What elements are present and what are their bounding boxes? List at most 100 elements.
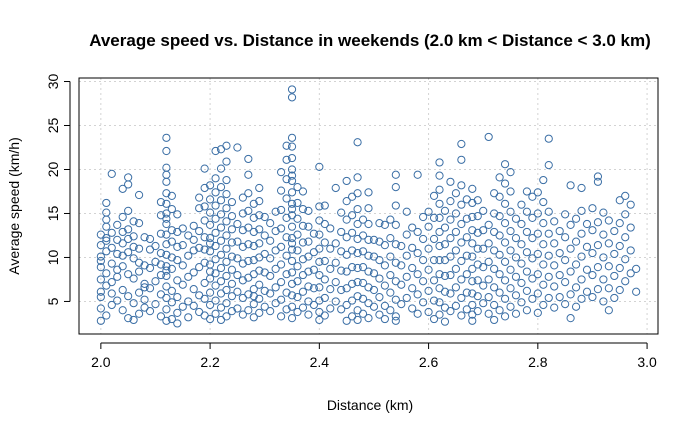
data-point	[129, 274, 138, 283]
data-point	[227, 252, 237, 261]
data-point	[162, 271, 171, 281]
data-point	[124, 314, 133, 323]
data-point	[571, 260, 581, 269]
data-point	[424, 265, 433, 274]
data-point	[353, 263, 362, 273]
data-point	[490, 264, 499, 273]
data-point	[244, 223, 253, 232]
data-point	[621, 277, 630, 286]
x-tick-label: 2.2	[200, 354, 220, 370]
data-point	[211, 146, 220, 156]
data-point	[118, 227, 127, 237]
data-point	[216, 196, 226, 205]
data-point	[429, 276, 439, 285]
data-point	[397, 299, 406, 309]
data-point	[145, 307, 155, 316]
data-point	[522, 286, 532, 295]
data-point	[320, 256, 329, 266]
data-point	[419, 256, 428, 265]
data-point	[331, 239, 340, 248]
data-point	[544, 251, 553, 260]
data-point	[402, 272, 411, 281]
data-point	[342, 300, 351, 310]
data-point	[287, 314, 297, 323]
data-point	[391, 170, 400, 179]
data-point	[506, 187, 515, 196]
data-point	[277, 260, 286, 269]
data-point	[577, 229, 586, 238]
data-point	[599, 253, 608, 262]
data-point	[200, 278, 209, 288]
data-point	[429, 296, 439, 305]
data-point	[107, 243, 116, 252]
data-point	[571, 214, 581, 223]
data-point	[462, 270, 471, 279]
data-point	[577, 294, 586, 303]
data-point	[391, 240, 400, 249]
data-point	[369, 235, 379, 244]
data-point	[282, 155, 291, 164]
data-point	[173, 276, 182, 285]
data-point	[200, 294, 209, 303]
data-point	[522, 306, 532, 315]
data-point	[326, 285, 335, 294]
data-point	[500, 179, 510, 188]
data-point	[118, 285, 127, 295]
data-point	[96, 316, 105, 325]
data-point	[260, 212, 269, 222]
data-point	[397, 241, 406, 251]
data-point	[358, 278, 368, 288]
data-point	[277, 278, 286, 287]
data-point	[211, 228, 220, 237]
grid-layer	[79, 78, 658, 334]
data-point	[582, 265, 592, 274]
data-point	[287, 199, 297, 208]
data-point	[140, 295, 149, 304]
data-point	[277, 205, 286, 215]
data-point	[162, 133, 171, 142]
data-point	[473, 260, 482, 269]
data-point	[468, 226, 477, 235]
data-point	[369, 269, 379, 278]
data-point	[227, 212, 237, 221]
data-point	[375, 292, 384, 302]
data-point	[440, 317, 450, 326]
data-point	[511, 214, 521, 223]
data-point	[599, 297, 608, 306]
data-point	[539, 280, 548, 289]
data-point	[227, 225, 237, 234]
data-point	[102, 234, 111, 243]
data-point	[162, 316, 171, 325]
data-point	[495, 192, 504, 201]
data-point	[408, 243, 417, 252]
data-point	[539, 219, 548, 228]
data-point	[260, 231, 269, 240]
data-point	[124, 180, 133, 189]
data-point	[582, 287, 592, 296]
data-point	[178, 302, 187, 311]
data-point	[118, 306, 127, 315]
data-point	[380, 261, 389, 270]
y-tick-label: 10	[45, 249, 61, 265]
data-point	[320, 219, 329, 229]
data-point	[632, 287, 641, 296]
data-point	[162, 209, 171, 218]
data-point	[162, 266, 171, 275]
data-point	[129, 254, 138, 263]
data-point	[468, 239, 477, 248]
data-point	[309, 284, 318, 293]
data-point	[495, 212, 504, 221]
data-point	[249, 199, 258, 208]
data-point	[266, 289, 275, 298]
data-point	[522, 227, 532, 237]
data-point	[342, 250, 351, 259]
data-point	[227, 197, 237, 207]
data-point	[408, 304, 417, 313]
data-point	[588, 248, 597, 258]
data-point	[561, 256, 570, 265]
data-point	[435, 199, 444, 208]
data-point	[249, 292, 258, 301]
data-point	[266, 307, 275, 316]
data-point	[348, 211, 357, 220]
